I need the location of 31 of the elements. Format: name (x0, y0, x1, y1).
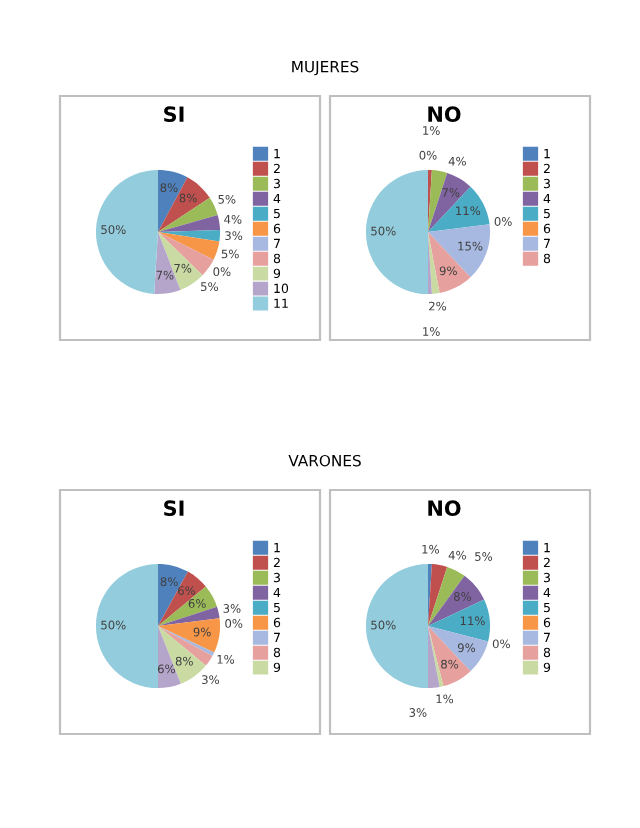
pie-slice (428, 626, 471, 687)
pie-slice (428, 224, 491, 278)
pie-slice (428, 599, 491, 642)
pie-slice (428, 564, 448, 626)
pie-slice (428, 186, 490, 232)
pie-slice (428, 575, 485, 626)
pie-slice (158, 230, 221, 242)
pie-slice (428, 626, 440, 689)
chart-title: NO (428, 106, 461, 123)
pie-slice (158, 197, 218, 232)
pie-slice (158, 215, 221, 232)
pie-slice (365, 563, 428, 689)
pie-slice (158, 571, 206, 626)
pie-slice (158, 586, 218, 626)
chart-title: SI (164, 106, 184, 123)
pie-slice (428, 232, 440, 294)
pie-slice (158, 232, 220, 260)
pie-slice (158, 606, 220, 626)
pie-slice (158, 626, 213, 666)
chart-title: NO (428, 500, 461, 517)
pie-slice (158, 626, 215, 656)
pie-slice (95, 169, 158, 294)
pie-slice (158, 618, 221, 653)
pie-slice (158, 232, 203, 290)
pie-slice (365, 169, 428, 295)
pie-slice (158, 232, 214, 276)
chart-title: SI (164, 500, 184, 517)
pie-slice (428, 626, 444, 687)
pie-slice (428, 626, 489, 672)
pie-slice (95, 563, 158, 689)
pie-slice (158, 177, 210, 232)
